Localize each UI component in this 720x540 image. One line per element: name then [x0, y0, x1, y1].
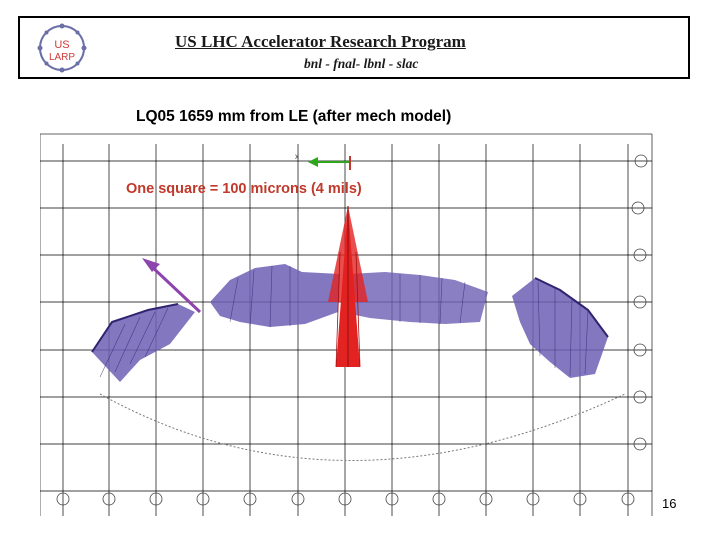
logo-line-2: LARP — [49, 52, 75, 63]
deformation-band-left — [92, 304, 195, 382]
us-larp-logo: US LARP — [37, 23, 87, 73]
deformation-field — [91, 264, 609, 382]
deformation-edge-left — [91, 303, 179, 353]
reference-arc — [99, 393, 626, 461]
deformation-band-center-right — [350, 272, 488, 324]
center-red-arrow — [328, 206, 368, 368]
bottom-markers — [56, 492, 635, 506]
left-vector-arrow — [142, 258, 202, 314]
deformation-edge-right — [534, 277, 609, 338]
page-number: 16 — [662, 496, 677, 511]
header-subtitle: bnl - fnal- lbnl - slac — [304, 56, 419, 71]
deformation-band-right — [512, 278, 608, 378]
slide-title: LQ05 1659 mm from LE (after mech model) — [136, 108, 452, 125]
svg-text:x: x — [295, 152, 299, 161]
deformation-band-center-left — [210, 264, 340, 327]
header-title: US LHC Accelerator Research Program — [175, 32, 466, 51]
plot-frame — [40, 133, 653, 516]
coil-deformation-plot: x — [40, 133, 653, 516]
reference-arrow: x — [295, 152, 351, 170]
scale-note: One square = 100 microns (4 mils) — [126, 181, 362, 197]
right-markers — [631, 154, 648, 451]
logo-line-1: US — [54, 39, 69, 51]
header-box: US LARP US LHC Accelerator Research Prog… — [18, 16, 690, 79]
